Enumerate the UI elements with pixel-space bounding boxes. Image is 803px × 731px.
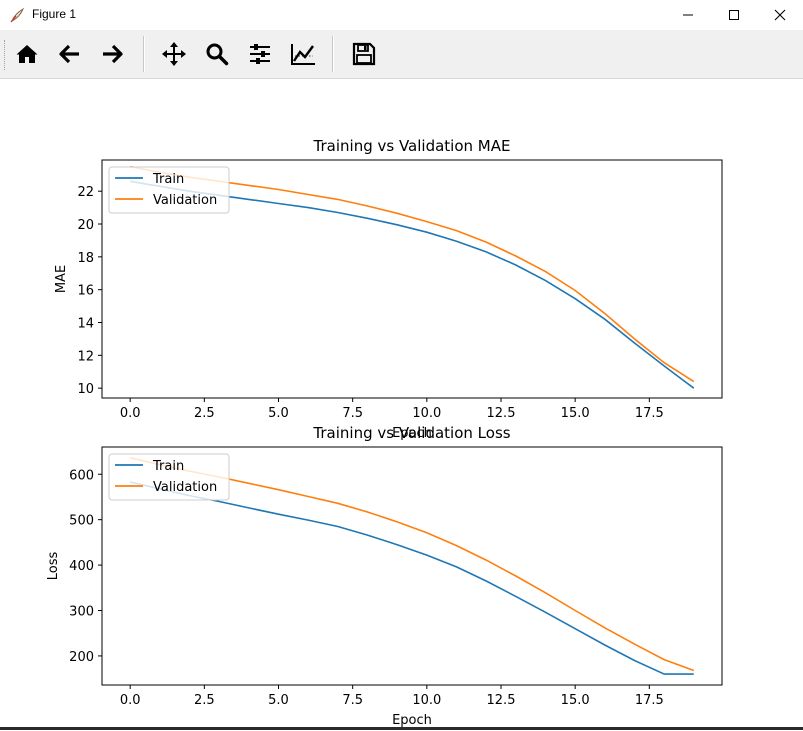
- x-tick-label: 10.0: [412, 406, 441, 421]
- y-tick-label: 14: [77, 316, 94, 331]
- y-tick-label: 200: [69, 650, 94, 665]
- y-tick-label: 300: [69, 605, 94, 620]
- minimize-icon: [683, 14, 693, 16]
- y-axis-label: MAE: [54, 265, 69, 293]
- x-tick-label: 5.0: [268, 693, 289, 708]
- pan-move-icon: [162, 42, 186, 66]
- legend-label: Validation: [153, 480, 217, 495]
- chart-title: Training vs Validation MAE: [313, 137, 511, 155]
- configure-subplots-button[interactable]: [244, 38, 276, 70]
- x-axis-label: Epoch: [392, 713, 432, 727]
- y-tick-label: 12: [77, 349, 94, 364]
- x-tick-label: 10.0: [412, 693, 441, 708]
- figure-canvas[interactable]: 0.0 2.5 5.0 7.5 10.0 12.5 15.0 17.5 10 12 14 16 18 20…: [0, 79, 803, 728]
- legend-label: Train: [152, 172, 184, 187]
- x-tick-label: 12.5: [487, 693, 516, 708]
- x-tick-label: 7.5: [342, 406, 363, 421]
- edit-axes-button[interactable]: [287, 38, 319, 70]
- series-line-train: [130, 481, 694, 675]
- y-tick-label: 18: [77, 251, 94, 266]
- y-tick-label: 20: [77, 218, 94, 233]
- close-button[interactable]: [757, 0, 803, 30]
- save-floppy-icon: [352, 42, 376, 66]
- toolbar-separator: [143, 36, 145, 72]
- close-icon: [774, 9, 786, 21]
- legend-label: Validation: [153, 193, 217, 208]
- window-titlebar: Figure 1: [0, 0, 803, 30]
- zoom-magnifier-icon: [206, 43, 229, 66]
- maximize-button[interactable]: [711, 0, 757, 30]
- legend-label: Train: [152, 459, 184, 474]
- back-button[interactable]: [54, 38, 86, 70]
- save-button[interactable]: [348, 38, 380, 70]
- y-axis-label: Loss: [46, 552, 61, 581]
- x-tick-label: 2.5: [194, 406, 215, 421]
- x-tick-label: 0.0: [120, 406, 141, 421]
- y-tick-label: 600: [69, 468, 94, 483]
- y-tick-label: 22: [77, 185, 94, 200]
- toolbar-grip[interactable]: [4, 40, 9, 70]
- x-tick-label: 15.0: [561, 693, 590, 708]
- chart-title: Training vs Validation Loss: [312, 424, 510, 442]
- x-tick-label: 5.0: [268, 406, 289, 421]
- x-axis-label: Epoch: [392, 426, 432, 441]
- forward-arrow-icon: [103, 44, 123, 64]
- maximize-icon: [729, 10, 739, 20]
- x-tick-label: 2.5: [194, 693, 215, 708]
- window-bottom-border: [0, 727, 803, 730]
- x-tick-label: 0.0: [120, 693, 141, 708]
- x-tick-label: 7.5: [342, 693, 363, 708]
- home-icon: [16, 45, 38, 63]
- plot-frame: [101, 159, 723, 399]
- back-arrow-icon: [59, 44, 79, 64]
- zoom-button[interactable]: [201, 38, 233, 70]
- app-feather-icon: [9, 7, 25, 23]
- edit-axes-curve-icon: [291, 44, 315, 65]
- y-tick-label: 500: [69, 514, 94, 529]
- x-tick-label: 15.0: [561, 406, 590, 421]
- y-tick-label: 10: [77, 382, 94, 397]
- pan-button[interactable]: [158, 38, 190, 70]
- plot-frame: [101, 446, 723, 686]
- window-title: Figure 1: [32, 7, 77, 21]
- figure-svg: 0.0 2.5 5.0 7.5 10.0 12.5 15.0 17.5 10 12 14 16 18 20…: [46, 137, 723, 728]
- subplots-sliders-icon: [250, 44, 270, 64]
- navigation-toolbar: [0, 30, 803, 79]
- x-tick-label: 17.5: [635, 406, 664, 421]
- toolbar-separator: [332, 36, 334, 72]
- x-tick-label: 17.5: [635, 693, 664, 708]
- home-button[interactable]: [11, 38, 43, 70]
- x-tick-label: 12.5: [487, 406, 516, 421]
- y-tick-label: 400: [69, 559, 94, 574]
- forward-button[interactable]: [96, 38, 128, 70]
- minimize-button[interactable]: [665, 0, 711, 30]
- y-tick-label: 16: [77, 284, 94, 299]
